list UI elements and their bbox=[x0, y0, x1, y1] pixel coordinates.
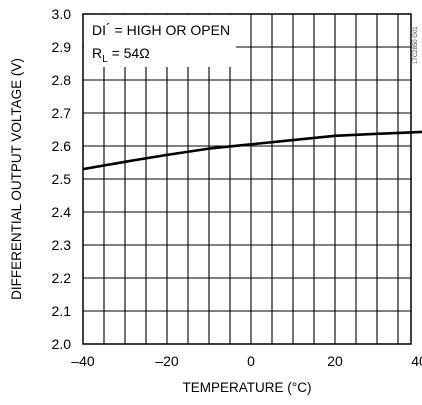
annotation-rl-label: R bbox=[92, 45, 102, 61]
y-tick-label: 2.7 bbox=[52, 105, 72, 121]
x-tick-label: –20 bbox=[155, 353, 179, 369]
annotation-di-condition: DI´ = HIGH OR OPEN bbox=[92, 20, 230, 38]
annotation-rl-value: = 54Ω bbox=[108, 45, 150, 61]
y-tick-label: 2.4 bbox=[52, 204, 72, 220]
annotation-di-label: DI bbox=[92, 22, 106, 38]
x-tick-labels: –40–20020406080 bbox=[71, 353, 422, 369]
series-group bbox=[82, 130, 422, 171]
y-tick-label: 2.2 bbox=[52, 270, 72, 286]
annotation-rl-subscript: L bbox=[102, 54, 108, 65]
annotation-rl-condition: RL = 54Ω bbox=[92, 45, 150, 65]
x-tick-label: 40 bbox=[411, 353, 422, 369]
x-axis-title: TEMPERATURE (°C) bbox=[183, 380, 312, 395]
y-tick-labels: 2.0 2.1 2.2 2.3 2.4 2.5 2.6 2.7 2.8 2.9 3.0 bbox=[52, 6, 72, 352]
annotation-di-bar: ´ bbox=[106, 20, 111, 36]
figure-code: LTC2850 G01 bbox=[413, 26, 419, 64]
y-tick-label: 2.1 bbox=[52, 303, 72, 319]
x-tick-label: –40 bbox=[71, 353, 95, 369]
y-tick-label: 2.3 bbox=[52, 237, 72, 253]
x-tick-label: 0 bbox=[247, 353, 255, 369]
y-tick-label: 2.8 bbox=[52, 72, 72, 88]
y-axis-title: DIFFERENTIAL OUTPUT VOLTAGE (V) bbox=[9, 58, 24, 300]
x-tick-label: 20 bbox=[327, 353, 343, 369]
y-tick-label: 2.0 bbox=[52, 336, 72, 352]
y-tick-label: 2.9 bbox=[52, 39, 72, 55]
y-tick-label: 2.6 bbox=[52, 138, 72, 154]
grid bbox=[83, 14, 411, 344]
y-tick-label: 2.5 bbox=[52, 171, 72, 187]
series-line bbox=[82, 130, 422, 171]
plot-frame bbox=[82, 13, 412, 345]
annotation-box bbox=[84, 15, 237, 67]
y-tick-label: 3.0 bbox=[52, 6, 72, 22]
annotation-di-value: = HIGH OR OPEN bbox=[111, 22, 230, 38]
